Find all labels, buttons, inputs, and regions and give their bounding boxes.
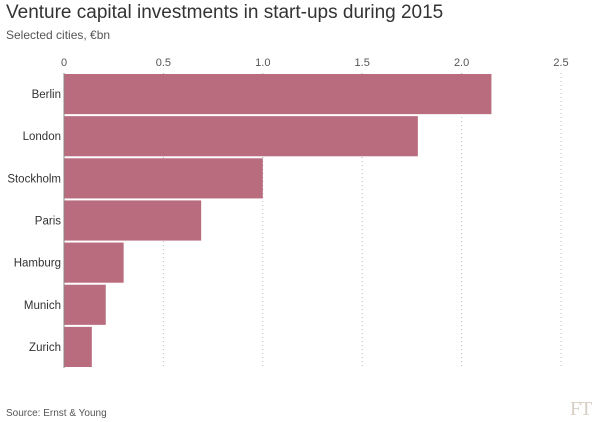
bar-paris — [64, 200, 202, 241]
category-label: Stockholm — [7, 173, 61, 185]
x-tick-label: 0 — [61, 57, 67, 69]
category-label: Hamburg — [14, 258, 61, 270]
x-tick-label: 2.0 — [454, 57, 469, 69]
category-label: Berlin — [32, 89, 61, 101]
bar-stockholm — [64, 158, 263, 199]
source-note: Source: Ernst & Young — [6, 408, 107, 419]
x-tick-label: 1.0 — [255, 57, 270, 69]
axis-layer: 0 0.5 1.0 1.5 2.0 2.5 Berlin London Stockholm Par… — [7, 57, 568, 354]
category-label: Munich — [24, 300, 61, 312]
x-tick-label: 1.5 — [355, 57, 370, 69]
bar-layer — [64, 74, 492, 367]
bar-munich — [64, 284, 106, 325]
chart-title: Venture capital investments in start-ups… — [6, 2, 444, 23]
x-tick-label: 2.5 — [553, 57, 568, 69]
bar-london — [64, 116, 418, 157]
x-tick-label: 0.5 — [156, 57, 171, 69]
category-label: London — [23, 131, 61, 143]
grid-layer — [63, 73, 562, 368]
bar-hamburg — [64, 242, 124, 283]
category-label: Paris — [35, 216, 61, 228]
bar-zurich — [64, 326, 92, 367]
category-label: Zurich — [29, 342, 61, 354]
bar-berlin — [64, 74, 492, 115]
ft-logo: FT — [570, 398, 592, 420]
chart-subtitle: Selected cities, €bn — [6, 28, 111, 42]
